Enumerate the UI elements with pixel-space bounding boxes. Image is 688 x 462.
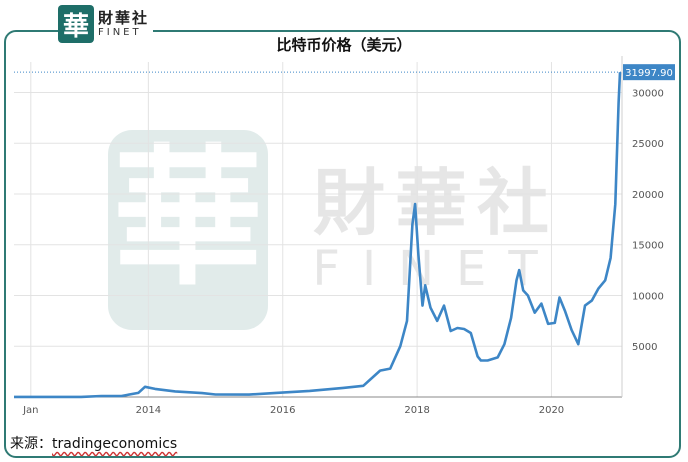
source-label: 来源： — [10, 436, 52, 452]
x-tick-label: 2016 — [270, 405, 295, 416]
chart-title: 比特币价格（美元） — [276, 36, 412, 54]
y-tick-label: 10000 — [632, 291, 664, 302]
y-tick-label: 5000 — [632, 342, 657, 353]
y-tick-label: 15000 — [632, 241, 664, 252]
x-tick-label: 2020 — [539, 405, 564, 416]
logo-en: FINET — [98, 26, 142, 38]
source-note: 来源：tradingeconomics — [10, 433, 177, 453]
logo-cn: 財華社 — [98, 8, 150, 27]
series-line-bitcoin — [14, 72, 622, 399]
grid — [14, 62, 622, 397]
last-value-label: 31997.90 — [14, 64, 675, 81]
x-tick-label: Jan — [22, 405, 38, 416]
watermark-mark: 華 — [113, 130, 263, 306]
y-tick-label: 25000 — [632, 139, 664, 150]
last-value-text: 31997.90 — [625, 68, 673, 79]
source-link[interactable]: tradingeconomics — [52, 436, 178, 452]
watermark: 華 財華社 FINET — [108, 130, 559, 330]
logo-text: 財華社 FINET — [98, 8, 150, 38]
y-tick-label: 30000 — [632, 88, 664, 99]
last-value-badge — [623, 64, 675, 81]
finet-logo: 華 財華社 FINET — [58, 4, 154, 44]
x-tick-label: 2018 — [404, 405, 429, 416]
watermark-cn: 財華社 — [313, 161, 559, 245]
logo-mark: 華 — [58, 5, 94, 43]
y-tick-label: 20000 — [632, 190, 664, 201]
x-tick-label: 2014 — [136, 405, 161, 416]
